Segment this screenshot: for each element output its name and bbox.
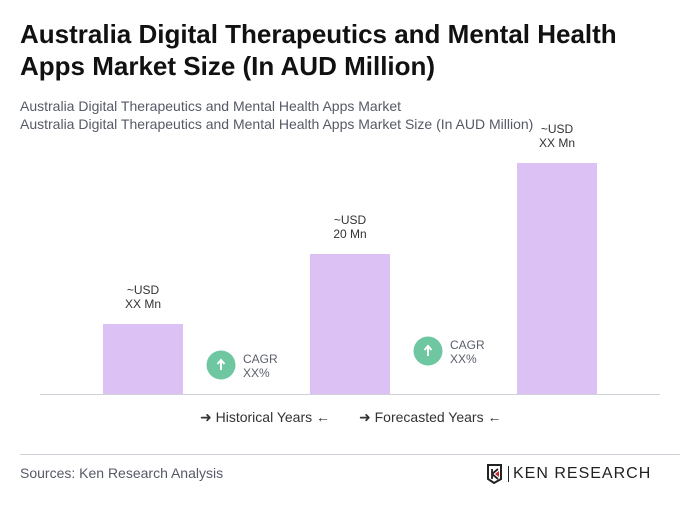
- cagr-label: CAGR: [450, 338, 485, 352]
- legend-forecasted: ➜ Forecasted Years ←: [359, 409, 501, 426]
- bar: [103, 324, 183, 394]
- arrow-left-icon: ←: [316, 409, 331, 425]
- arrow-right-icon: ➜: [200, 409, 212, 425]
- bar: [517, 163, 597, 394]
- data-label: ~USD: [541, 122, 574, 136]
- logo-text: KEN RESEARCH: [513, 465, 652, 482]
- data-label: XX Mn: [125, 297, 161, 311]
- data-label: 20 Mn: [333, 227, 366, 241]
- cagr-label: XX%: [450, 352, 477, 366]
- legend-historical: ➜ Historical Years ←: [200, 409, 330, 426]
- chart-title: Australia Digital Therapeutics and Menta…: [20, 19, 617, 81]
- ken-research-logo: KEN RESEARCH: [486, 464, 651, 484]
- arrow-right-icon: ➜: [359, 409, 371, 425]
- legend-label: Historical Years: [215, 409, 313, 425]
- data-label: ~USD: [334, 213, 367, 227]
- arrow-left-icon: ←: [487, 409, 502, 425]
- cagr-label: XX%: [243, 366, 270, 380]
- cagr-label: CAGR: [243, 352, 278, 366]
- bar: [310, 254, 390, 394]
- footer-divider: [20, 454, 680, 455]
- ken-logo-icon: [487, 464, 502, 484]
- legend-label: Forecasted Years: [374, 409, 484, 425]
- subtitle-line-2: Australia Digital Therapeutics and Menta…: [20, 116, 534, 132]
- data-label: ~USD: [127, 283, 160, 297]
- source-text: Sources: Ken Research Analysis: [20, 465, 224, 481]
- data-label: XX Mn: [539, 136, 575, 150]
- arrow-up-glyph: [423, 344, 433, 356]
- arrow-up-glyph: [216, 358, 226, 370]
- subtitle-line-1: Australia Digital Therapeutics and Menta…: [20, 98, 402, 114]
